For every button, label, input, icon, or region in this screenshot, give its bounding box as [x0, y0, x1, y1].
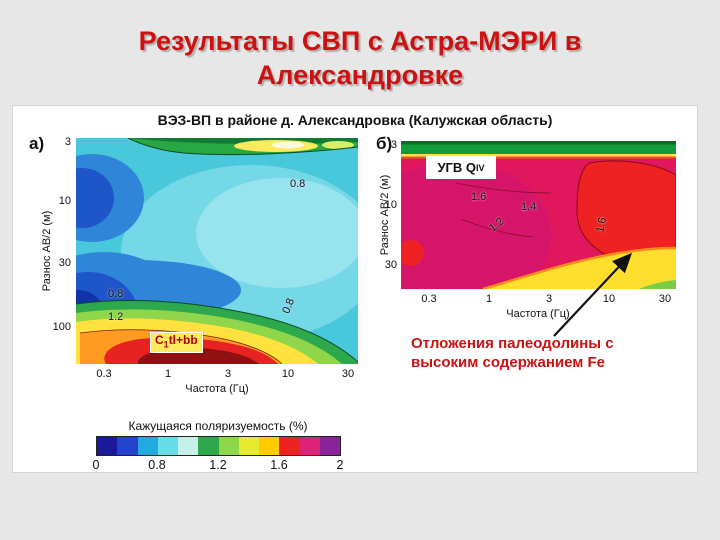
panel-b-y-tick: 30 [384, 259, 397, 271]
panel-a-y-tick: 3 [64, 136, 71, 148]
slide-title-line1: Результаты СВП с Астра-МЭРИ в [138, 26, 582, 56]
panel-b-y-tick: 10 [384, 199, 397, 211]
panel-a-x-axis-title: Частота (Гц) [185, 383, 249, 395]
colorbar-tick: 1.2 [209, 458, 227, 472]
colorbar-segment [137, 437, 158, 455]
colorbar-tick: 2 [336, 458, 344, 472]
colorbar-segment [157, 437, 178, 455]
panel-b-label: б) [376, 134, 393, 153]
colorbar-segment [279, 437, 300, 455]
ugv-text: УГВ Q [437, 160, 477, 175]
figure-title: ВЭЗ-ВП в районе д. Александровка (Калужс… [157, 112, 553, 128]
panel-b-x-axis-title: Частота (Гц) [506, 308, 570, 320]
colorbar-segment [178, 437, 199, 455]
strat-suffix: tl+bb [168, 333, 198, 347]
colorbar-title: Кажущаяся поляризуемость (%) [128, 419, 308, 433]
figure-panel: ВЭЗ-ВП в районе д. Александровка (Калужс… [12, 105, 698, 473]
colorbar-tick: 0 [92, 458, 100, 472]
panel-a-x-tick: 1 [164, 368, 172, 380]
panel-a-y-axis-title: Разнос АВ/2 (м) [41, 210, 53, 292]
callout-line1: Отложения палеодолины с [411, 335, 614, 352]
panel-a-x-tick: 0.3 [96, 368, 112, 380]
colorbar-segment [319, 437, 340, 455]
ugv-sub: IV [476, 162, 485, 173]
panel-b-contour-label: 1.6 [471, 191, 487, 203]
panel-b-x-tick: 30 [658, 293, 672, 305]
colorbar-tick: 1.6 [270, 458, 288, 472]
callout-line2: высоким содержанием Fe [411, 354, 606, 371]
colorbar-segment [198, 437, 219, 455]
panel-b-contour-label: 1.4 [521, 201, 537, 213]
slide-title: Результаты СВП с Астра-МЭРИ в Александро… [0, 24, 720, 92]
panel-a-label: а) [29, 134, 45, 153]
panel-a-y-tick: 30 [58, 257, 71, 269]
strat-prefix: C [155, 333, 164, 347]
panel-b-y-tick: 3 [390, 139, 397, 151]
panel-b-y-axis-title: Разнос АВ/2 (м) [379, 174, 391, 256]
colorbar-tick: 0.8 [148, 458, 166, 472]
panel-b-groundwater-label: УГВ Q IV [426, 156, 496, 179]
panel-a-stratigraphy-label: C1tl+bb [150, 332, 203, 354]
panel-a-contour-label: 0.8 [108, 288, 124, 300]
slide-title-line2: Александровке [256, 60, 464, 90]
panel-a-x-tick: 3 [224, 368, 232, 380]
colorbar-segment [238, 437, 259, 455]
panel-a-y-tick: 10 [58, 195, 71, 207]
panel-b-x-tick: 1 [485, 293, 493, 305]
panel-b-x-tick: 3 [545, 293, 553, 305]
panel-a-x-tick: 10 [281, 368, 295, 380]
panel-b-plot: УГВ Q IV 1.6 1.4 1.2 1.6 [401, 141, 676, 289]
panel-a-x-tick: 30 [341, 368, 355, 380]
colorbar-segment [218, 437, 239, 455]
colorbar-segment [97, 437, 118, 455]
strat-sub: 1 [163, 339, 169, 350]
callout: Отложения палеодолины с высоким содержан… [411, 334, 614, 372]
panel-a-plot: 0.8 0.8 1.2 0.8 C1tl+bb [76, 138, 358, 364]
panel-a-heatmap [76, 138, 358, 364]
panel-b-x-tick: 10 [602, 293, 616, 305]
colorbar-segment [117, 437, 138, 455]
panel-a-contour-label: 0.8 [290, 178, 306, 190]
panel-a-y-tick: 100 [52, 321, 71, 333]
colorbar-gradient [96, 436, 341, 456]
panel-a-contour-label: 1.2 [108, 311, 124, 323]
panel-b-x-tick: 0.3 [421, 293, 437, 305]
colorbar-segment [259, 437, 280, 455]
colorbar-segment [299, 437, 320, 455]
